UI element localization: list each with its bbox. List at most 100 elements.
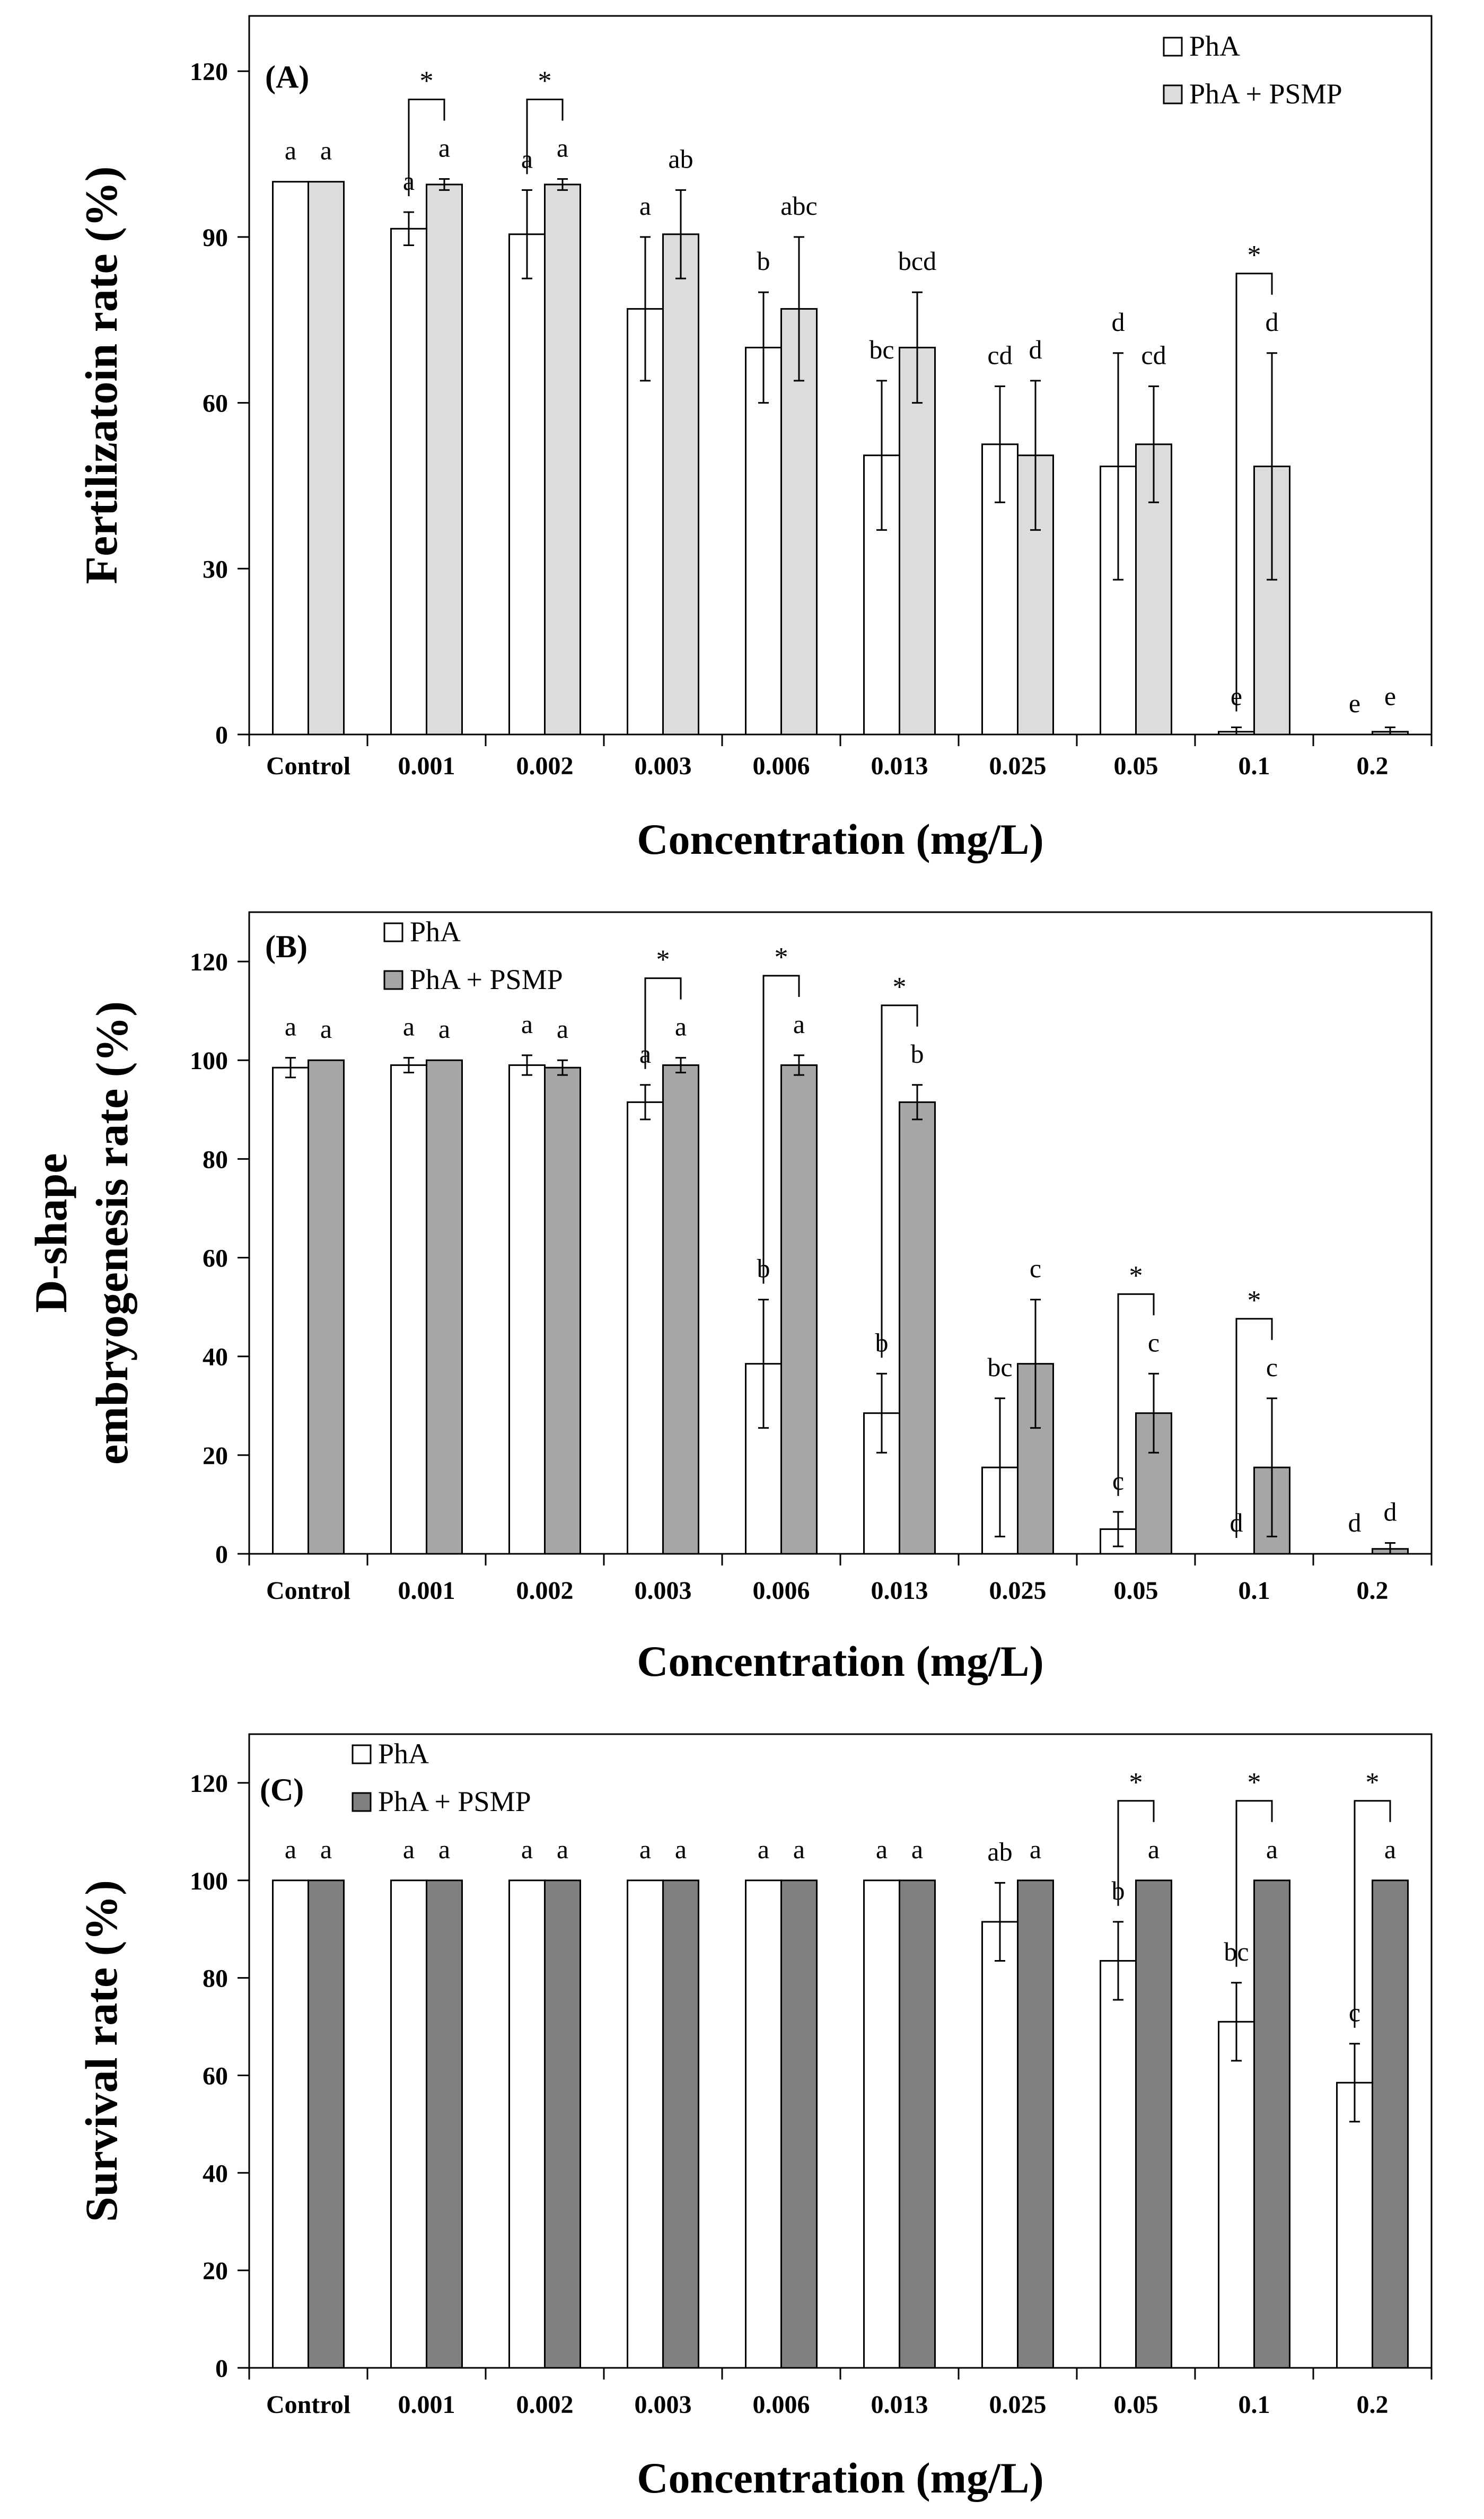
- significance-letter: a: [403, 1012, 415, 1042]
- significance-letter: a: [285, 1012, 296, 1042]
- y-axis-label: Fertilizatoin rate (%): [76, 167, 127, 584]
- significance-letter: a: [639, 191, 651, 221]
- y-tick-label: 60: [203, 1245, 228, 1273]
- y-tick-label: 0: [215, 1541, 228, 1569]
- x-tick-label: 0.001: [398, 2391, 455, 2419]
- significance-letter: abc: [780, 191, 817, 221]
- bar-pha-psmp: [1135, 1879, 1172, 2369]
- legend-swatch: [383, 922, 403, 942]
- y-tick-label: 120: [190, 948, 228, 976]
- significance-letter: cd: [987, 340, 1012, 370]
- bar-pha-psmp: [780, 1879, 818, 2369]
- x-tick-label: 0.025: [989, 2391, 1047, 2419]
- significance-letter: a: [521, 1834, 533, 1864]
- bar-pha: [508, 233, 546, 736]
- significance-letter: a: [320, 1014, 332, 1044]
- bar-pha: [745, 346, 782, 736]
- y-tick-label: 90: [203, 224, 228, 252]
- legend-entry: PhA + PSMP: [378, 1786, 531, 1817]
- significance-letter: a: [1266, 1834, 1278, 1864]
- legend-swatch: [1163, 84, 1183, 104]
- x-tick-label: 0.05: [1114, 752, 1158, 780]
- bar-pha-psmp: [308, 1879, 345, 2369]
- significance-letter: e: [1384, 681, 1396, 711]
- legend-swatch: [352, 1792, 372, 1812]
- legend-swatch: [352, 1744, 372, 1764]
- x-tick-label: 0.05: [1114, 1577, 1158, 1605]
- bar-pha: [627, 1101, 664, 1555]
- legend-entry: PhA + PSMP: [410, 964, 563, 995]
- x-tick-label: 0.002: [516, 1577, 574, 1605]
- significance-star: *: [1248, 1285, 1261, 1316]
- x-tick-label: 0.025: [989, 752, 1047, 780]
- significance-bracket: [1117, 1800, 1155, 1906]
- significance-letter: d: [1348, 1508, 1362, 1537]
- bar-pha-psmp: [1372, 1879, 1409, 2369]
- bar-pha: [1336, 2081, 1373, 2369]
- significance-letter: ab: [668, 144, 693, 173]
- y-tick-label: 20: [203, 2257, 228, 2285]
- x-tick-label: 0.2: [1357, 2391, 1389, 2419]
- significance-letter: b: [757, 246, 770, 276]
- x-tick-label: 0.013: [871, 1577, 928, 1605]
- y-tick-label: 100: [190, 1867, 228, 1895]
- x-tick-label: 0.1: [1239, 1577, 1270, 1605]
- significance-letter: a: [557, 133, 568, 162]
- significance-bracket: [1235, 273, 1273, 712]
- bar-pha-psmp: [544, 1066, 581, 1555]
- significance-letter: c: [1148, 1327, 1160, 1357]
- x-tick-label: 0.013: [871, 2391, 928, 2419]
- significance-letter: a: [403, 1834, 415, 1864]
- significance-bracket: [1354, 1800, 1391, 2028]
- bar-pha: [390, 1879, 427, 2369]
- y-tick-label: 60: [203, 2062, 228, 2090]
- significance-star: *: [1248, 240, 1261, 270]
- significance-letter: a: [438, 1834, 450, 1864]
- y-tick-label: 80: [203, 1965, 228, 1993]
- significance-letter: a: [1148, 1834, 1160, 1864]
- legend-swatch: [383, 970, 403, 990]
- bar-pha-psmp: [544, 1879, 581, 2369]
- legend-entry: PhA: [378, 1738, 429, 1770]
- significance-letter: bcd: [898, 246, 936, 276]
- bar-pha: [745, 1879, 782, 2369]
- significance-letter: c: [1266, 1352, 1278, 1382]
- panel-c: 0 20 40 60 80 100 120 Control 0.001 0.002 0.003 0.0…: [76, 1733, 1433, 2502]
- significance-star: *: [893, 972, 907, 1002]
- panel-b: 0 20 40 60 80 100 120 Control 0.001 0.002 0.003 0.0…: [25, 911, 1433, 1685]
- panel-label: (C): [260, 1772, 304, 1807]
- x-tick-label: 0.001: [398, 1577, 455, 1605]
- significance-star: *: [1129, 1261, 1143, 1291]
- y-axis-label: D-shape: [25, 1153, 76, 1313]
- y-tick-label: 120: [190, 58, 228, 86]
- bar-pha: [627, 1879, 664, 2369]
- x-tick-label: 0.2: [1357, 1577, 1389, 1605]
- x-tick-label: 0.003: [635, 1577, 692, 1605]
- significance-letter: a: [285, 136, 296, 165]
- x-tick-label: Control: [266, 1577, 350, 1605]
- x-tick-label: 0.002: [516, 2391, 574, 2419]
- significance-letter: a: [876, 1834, 888, 1864]
- x-tick-label: 0.1: [1239, 2391, 1270, 2419]
- significance-letter: a: [793, 1834, 805, 1864]
- x-tick-label: 0.006: [753, 752, 810, 780]
- significance-letter: ab: [987, 1836, 1012, 1866]
- significance-letter: cd: [1141, 340, 1166, 370]
- x-tick-label: 0.006: [753, 2391, 810, 2419]
- bar-pha-psmp: [899, 346, 936, 736]
- significance-bracket: [762, 975, 800, 1284]
- x-tick-label: 0.003: [635, 2391, 692, 2419]
- legend-entry: PhA: [410, 916, 461, 948]
- significance-bracket: [881, 1004, 918, 1358]
- significance-bracket: [408, 98, 445, 197]
- x-tick-label: 0.013: [871, 752, 928, 780]
- bar-pha: [390, 1064, 427, 1555]
- y-tick-label: 100: [190, 1047, 228, 1075]
- bar-pha-psmp: [308, 181, 345, 736]
- y-tick-label: 0: [215, 721, 228, 749]
- bar-pha: [1218, 2021, 1255, 2369]
- significance-letter: bc: [869, 335, 894, 364]
- x-axis-label: Concentration (mg/L): [637, 2454, 1044, 2502]
- legend-entry: PhA: [1189, 30, 1240, 62]
